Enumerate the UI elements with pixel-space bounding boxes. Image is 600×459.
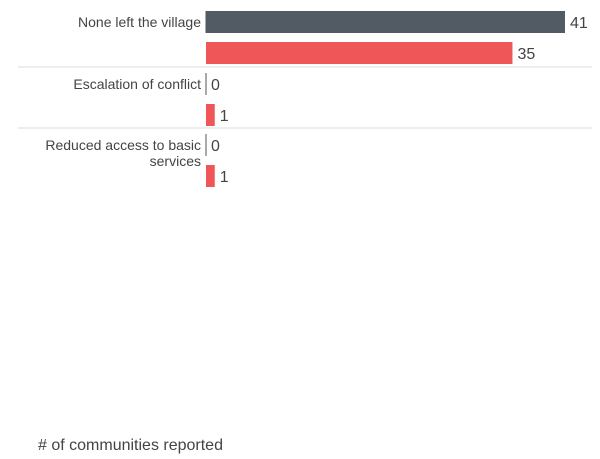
category-label-2: Reduced access to basic services <box>45 137 201 169</box>
value-label-s1-c1: 1 <box>220 108 229 125</box>
category-label-0-line-0: None left the village <box>78 14 201 30</box>
value-label-s1-c0: 35 <box>517 46 535 63</box>
group-separators <box>18 66 592 129</box>
bars <box>206 11 565 187</box>
category-labels: None left the village Escalation of confl… <box>45 14 201 169</box>
value-label-s0-c1: 0 <box>211 77 220 94</box>
value-label-s0-c0: 41 <box>570 15 588 32</box>
category-label-2-line-1: services <box>150 153 201 169</box>
bar-s1-c0 <box>206 42 513 64</box>
category-label-0: None left the village <box>78 14 201 30</box>
category-label-1: Escalation of conflict <box>73 76 201 92</box>
category-label-2-line-0: Reduced access to basic <box>45 137 201 153</box>
bar-s1-c1 <box>206 104 215 126</box>
value-label-s0-c2: 0 <box>211 138 220 155</box>
category-label-1-line-0: Escalation of conflict <box>73 76 201 92</box>
value-label-s1-c2: 1 <box>220 169 229 186</box>
x-axis-label: # of communities reported <box>38 437 223 454</box>
bar-s0-c0 <box>206 11 565 33</box>
bar-s1-c2 <box>206 165 215 187</box>
